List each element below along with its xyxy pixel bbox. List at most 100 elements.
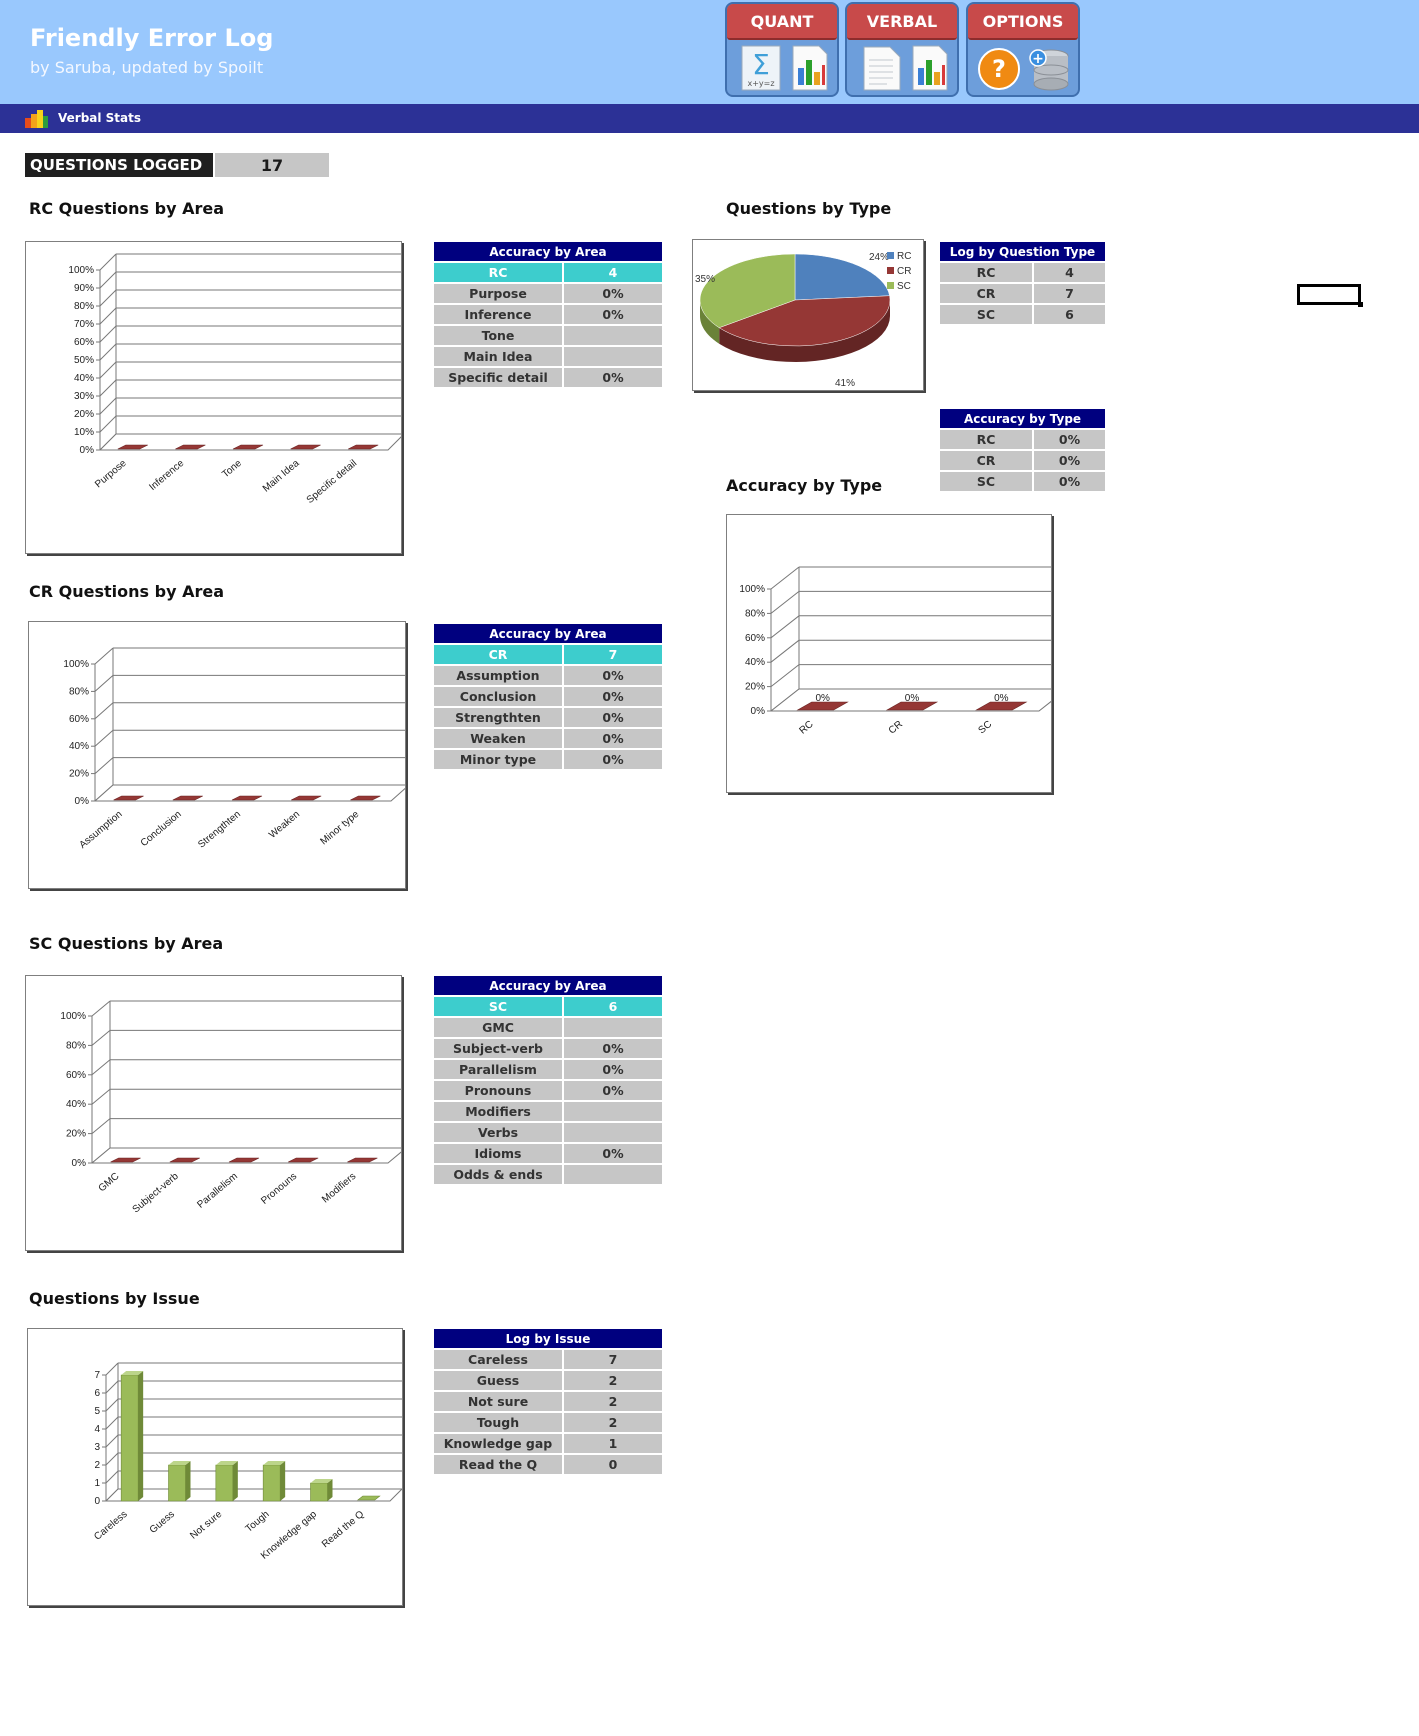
database-icon[interactable]: +	[1026, 44, 1072, 92]
count-cell[interactable]: 6	[1034, 305, 1105, 324]
bar-chart-icon[interactable]	[787, 44, 833, 92]
bar	[796, 701, 849, 711]
count-cell[interactable]: 7	[564, 1350, 662, 1369]
accuracy-cell[interactable]: 0%	[564, 1039, 662, 1058]
gridline-diag	[94, 675, 114, 692]
plot-wall	[799, 567, 1051, 689]
y-tick-label: 7	[94, 1370, 100, 1381]
table-row: RC 0%	[940, 430, 1105, 449]
accuracy-cell[interactable]	[564, 326, 662, 345]
issue-cell[interactable]: Guess	[434, 1371, 564, 1390]
accuracy-cell[interactable]	[564, 1102, 662, 1121]
area-cell[interactable]: Conclusion	[434, 687, 564, 706]
issue-cell[interactable]: Read the Q	[434, 1455, 564, 1474]
acc-type-chart[interactable]: 0% 20% 40% 60% 80% 100% 0% RC 0% CR 0% SC	[726, 514, 1052, 793]
issue-cell[interactable]: Careless	[434, 1350, 564, 1369]
type-cell[interactable]: RC	[940, 430, 1034, 449]
help-icon[interactable]: ?	[976, 44, 1022, 92]
sheet-tab-verbal-stats[interactable]: Verbal Stats	[58, 111, 142, 125]
options-tab[interactable]: OPTIONS	[968, 4, 1078, 40]
cr-area-chart[interactable]: 0% 20% 40% 60% 80% 100% Assumption Conclusion St…	[28, 621, 406, 889]
y-tick-label: 100%	[63, 659, 89, 670]
count-cell[interactable]: 2	[564, 1371, 662, 1390]
accuracy-cell[interactable]: 0%	[564, 284, 662, 303]
type-cell[interactable]: SC	[940, 472, 1034, 491]
accuracy-cell[interactable]	[564, 347, 662, 366]
area-cell[interactable]: Parallelism	[434, 1060, 564, 1079]
area-cell[interactable]: Tone	[434, 326, 564, 345]
rc-area-chart[interactable]: 0% 10% 20% 30% 40% 50% 60% 70% 80% 90% 100% Purpose…	[25, 241, 402, 554]
accuracy-cell[interactable]: 0%	[564, 1060, 662, 1079]
type-cell[interactable]: SC	[940, 305, 1034, 324]
accuracy-cell[interactable]: 0%	[564, 750, 662, 769]
accuracy-cell[interactable]: 0%	[564, 666, 662, 685]
type-cell[interactable]: CR	[940, 284, 1034, 303]
area-cell[interactable]: Specific detail	[434, 368, 564, 387]
bar	[169, 1157, 200, 1163]
accuracy-cell[interactable]: 0%	[1034, 430, 1105, 449]
type-count[interactable]: 6	[564, 997, 662, 1016]
count-cell[interactable]: 0	[564, 1455, 662, 1474]
issue-cell[interactable]: Not sure	[434, 1392, 564, 1411]
gridline-diag	[99, 253, 117, 271]
accuracy-cell[interactable]: 0%	[1034, 472, 1105, 491]
x-tick-label: Tough	[244, 1509, 272, 1535]
accuracy-cell[interactable]: 0%	[564, 687, 662, 706]
area-cell[interactable]: Purpose	[434, 284, 564, 303]
accuracy-cell[interactable]: 0%	[564, 368, 662, 387]
type-count[interactable]: 4	[564, 263, 662, 282]
type-count[interactable]: 7	[564, 645, 662, 664]
type-label[interactable]: SC	[434, 997, 564, 1016]
accuracy-cell[interactable]: 0%	[1034, 451, 1105, 470]
accuracy-cell[interactable]: 0%	[564, 1144, 662, 1163]
type-cell[interactable]: CR	[940, 451, 1034, 470]
count-cell[interactable]: 2	[564, 1413, 662, 1432]
sc-area-chart[interactable]: 0% 20% 40% 60% 80% 100% GMC Subject-verb Paralle…	[25, 975, 402, 1251]
accuracy-cell[interactable]: 0%	[564, 729, 662, 748]
count-cell[interactable]: 4	[1034, 263, 1105, 282]
area-cell[interactable]: Subject-verb	[434, 1039, 564, 1058]
area-cell[interactable]: Modifiers	[434, 1102, 564, 1121]
accuracy-cell[interactable]	[564, 1018, 662, 1037]
selected-cell[interactable]	[1297, 284, 1363, 307]
area-cell[interactable]: GMC	[434, 1018, 564, 1037]
issue-chart[interactable]: 0 1 2 3 4 5 6 7 Careless Guess Not sure Tough Knowle…	[27, 1328, 403, 1606]
document-icon[interactable]	[859, 44, 905, 92]
questions-logged-value[interactable]: 17	[215, 153, 329, 177]
area-cell[interactable]: Inference	[434, 305, 564, 324]
verbal-tab[interactable]: VERBAL	[847, 4, 957, 40]
area-cell[interactable]: Odds & ends	[434, 1165, 564, 1184]
y-tick-label: 2	[94, 1460, 100, 1471]
area-cell[interactable]: Idioms	[434, 1144, 564, 1163]
area-cell[interactable]: Pronouns	[434, 1081, 564, 1100]
accuracy-cell[interactable]: 0%	[564, 1081, 662, 1100]
area-cell[interactable]: Weaken	[434, 729, 564, 748]
count-cell[interactable]: 1	[564, 1434, 662, 1453]
area-cell[interactable]: Main Idea	[434, 347, 564, 366]
area-cell[interactable]: Assumption	[434, 666, 564, 685]
accuracy-cell[interactable]	[564, 1165, 662, 1184]
bar-chart-icon[interactable]	[907, 44, 953, 92]
issue-cell[interactable]: Knowledge gap	[434, 1434, 564, 1453]
quant-tab[interactable]: QUANT	[727, 4, 837, 40]
legend-label: CR	[897, 266, 911, 277]
type-label[interactable]: CR	[434, 645, 564, 664]
count-cell[interactable]: 2	[564, 1392, 662, 1411]
area-cell[interactable]: Verbs	[434, 1123, 564, 1142]
type-pie-chart[interactable]: 24% 41% 35% RC CR SC	[692, 239, 924, 391]
accuracy-cell[interactable]	[564, 1123, 662, 1142]
accuracy-cell[interactable]: 0%	[564, 305, 662, 324]
type-section-title: Questions by Type	[726, 199, 892, 218]
issue-cell[interactable]: Tough	[434, 1413, 564, 1432]
gridline-diag	[99, 271, 117, 289]
accuracy-cell[interactable]: 0%	[564, 708, 662, 727]
area-cell[interactable]: Minor type	[434, 750, 564, 769]
type-cell[interactable]: RC	[940, 263, 1034, 282]
area-cell[interactable]: Strengthten	[434, 708, 564, 727]
table-row: Inference 0%	[434, 305, 662, 324]
app-title: Friendly Error Log	[30, 24, 274, 52]
count-cell[interactable]: 7	[1034, 284, 1105, 303]
type-label[interactable]: RC	[434, 263, 564, 282]
